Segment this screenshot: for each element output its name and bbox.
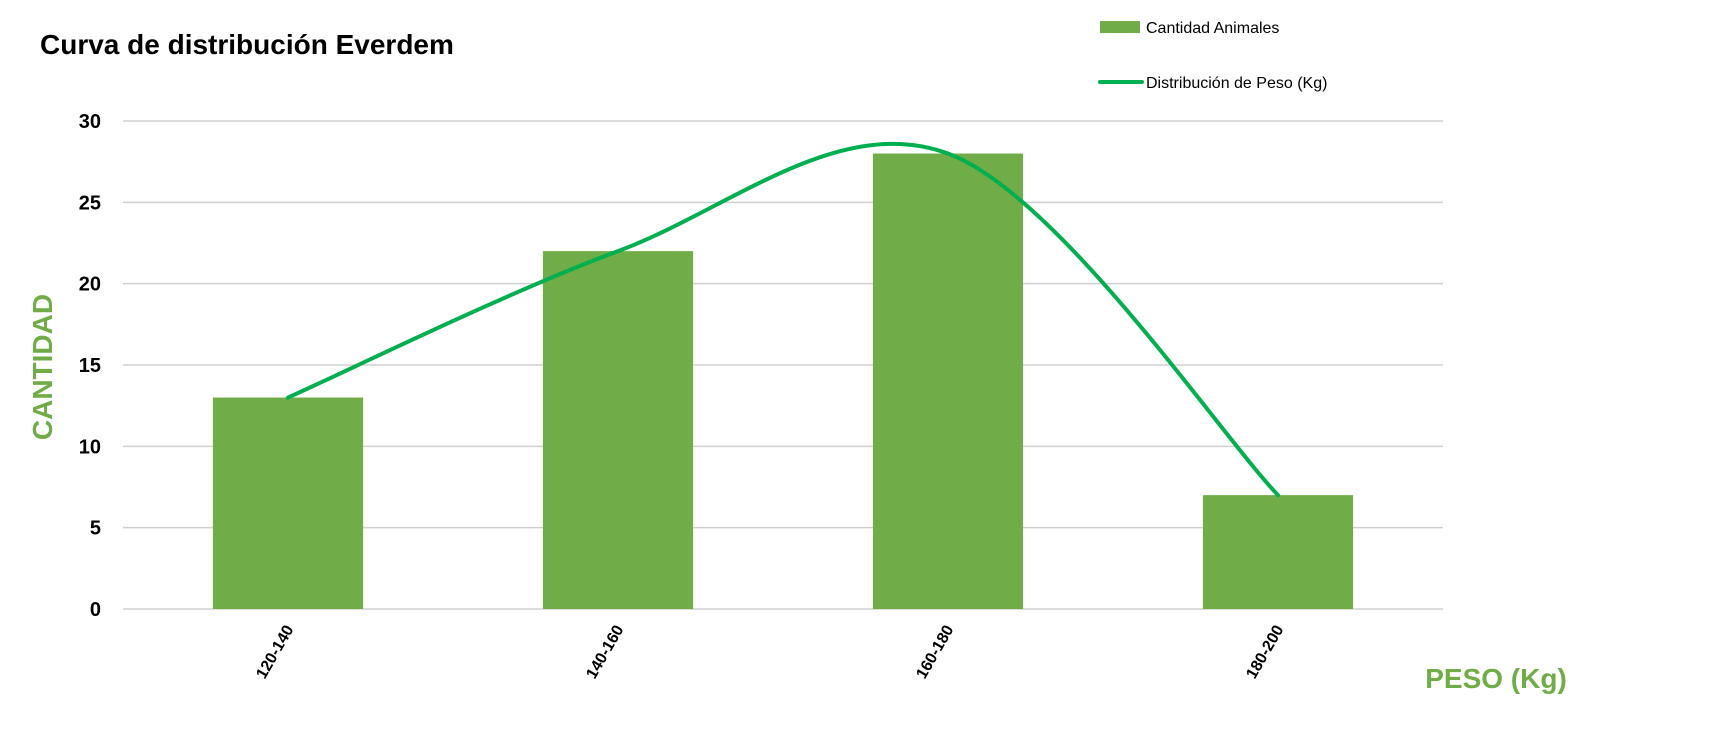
legend: Cantidad Animales Distribución de Peso (… [1098, 20, 1327, 92]
y-tick-label: 0 [90, 599, 101, 621]
x-axis-label: PESO (Kg) [1425, 663, 1567, 694]
x-tick-label: 120-140 [253, 622, 297, 681]
legend-label-bars: Cantidad Animales [1146, 20, 1279, 37]
x-tick-label: 140-160 [583, 622, 627, 681]
bar [212, 397, 364, 609]
bar [542, 251, 694, 609]
distribution-line [286, 141, 1280, 498]
x-tick-label: 160-180 [913, 622, 957, 681]
bar [872, 153, 1024, 610]
y-tick-label: 20 [79, 274, 101, 296]
legend-label-line: Distribución de Peso (Kg) [1146, 75, 1327, 92]
bar [1202, 495, 1354, 609]
y-axis-label: CANTIDAD [27, 294, 58, 440]
y-tick-label: 15 [79, 355, 101, 377]
chart-title: Curva de distribución Everdem [40, 29, 454, 60]
y-tick-label: 30 [79, 111, 101, 133]
y-axis-ticks: 0 5 10 15 20 25 30 [79, 111, 101, 621]
legend-swatch-bars [1100, 21, 1140, 33]
x-tick-label: 180-200 [1243, 622, 1287, 681]
y-tick-label: 5 [90, 518, 101, 540]
x-axis-ticks: 120-140 140-160 160-180 180-200 [253, 622, 1287, 681]
y-tick-label: 10 [79, 436, 101, 458]
bars [212, 153, 1354, 610]
y-tick-label: 25 [79, 192, 101, 214]
